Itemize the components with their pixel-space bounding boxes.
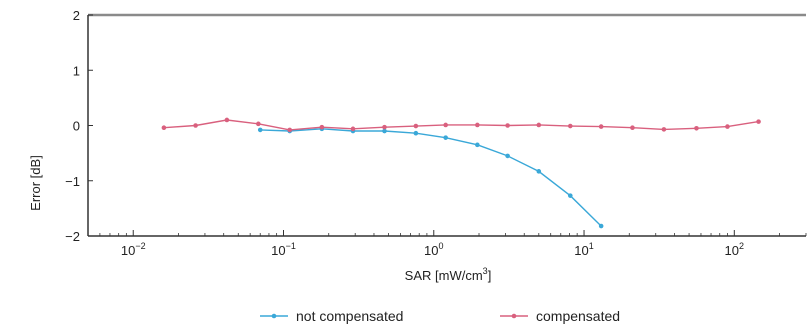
data-point-not-compensated — [443, 135, 448, 140]
y-tick-label: −1 — [65, 174, 80, 189]
x-axis-label: SAR [mW/cm3] — [405, 266, 492, 283]
x-tick-label: 100 — [424, 241, 443, 258]
data-point-not-compensated — [567, 193, 573, 198]
data-point-compensated — [536, 122, 542, 128]
data-point-compensated — [505, 123, 510, 128]
data-point-compensated — [350, 126, 356, 132]
data-point-compensated — [413, 123, 419, 129]
data-point-not-compensated — [382, 128, 387, 134]
y-tick-label: 0 — [73, 119, 80, 134]
data-point-not-compensated — [475, 142, 480, 148]
data-point-compensated — [193, 123, 198, 128]
data-point-not-compensated — [505, 153, 510, 159]
data-point-compensated — [319, 124, 325, 130]
series-line-compensated — [163, 119, 759, 131]
data-point-compensated — [443, 122, 448, 128]
data-point-compensated — [287, 127, 293, 133]
data-point-compensated — [630, 125, 635, 131]
data-point-compensated — [475, 122, 480, 128]
legend-marker-not-compensated — [271, 313, 277, 319]
data-point-compensated — [567, 123, 573, 129]
data-point-not-compensated — [257, 127, 263, 133]
data-point-not-compensated — [536, 169, 542, 174]
data-point-compensated — [661, 127, 667, 132]
x-tick-label: 102 — [725, 241, 744, 258]
y-tick-label: −2 — [65, 229, 80, 244]
data-point-compensated — [256, 121, 261, 127]
data-point-compensated — [694, 125, 699, 131]
y-tick-label: 1 — [73, 63, 80, 78]
series-line-not-compensated — [260, 128, 602, 227]
legend-label-compensated: compensated — [536, 308, 620, 324]
x-tick-label: 10−2 — [121, 241, 146, 258]
data-point-compensated — [224, 117, 230, 123]
data-point-compensated — [725, 124, 730, 129]
legend-label-not-compensated: not compensated — [296, 308, 403, 324]
x-tick-label: 10−1 — [271, 241, 296, 258]
data-point-compensated — [161, 125, 167, 131]
y-tick-label: 2 — [73, 8, 80, 23]
data-point-compensated — [382, 124, 387, 130]
data-point-not-compensated — [598, 223, 604, 229]
legend-marker-compensated — [511, 313, 517, 319]
data-point-not-compensated — [413, 130, 419, 136]
data-point-compensated — [756, 119, 761, 124]
x-tick-label: 101 — [574, 241, 593, 258]
y-axis-label: Error [dB] — [28, 155, 43, 211]
data-point-compensated — [598, 124, 604, 129]
